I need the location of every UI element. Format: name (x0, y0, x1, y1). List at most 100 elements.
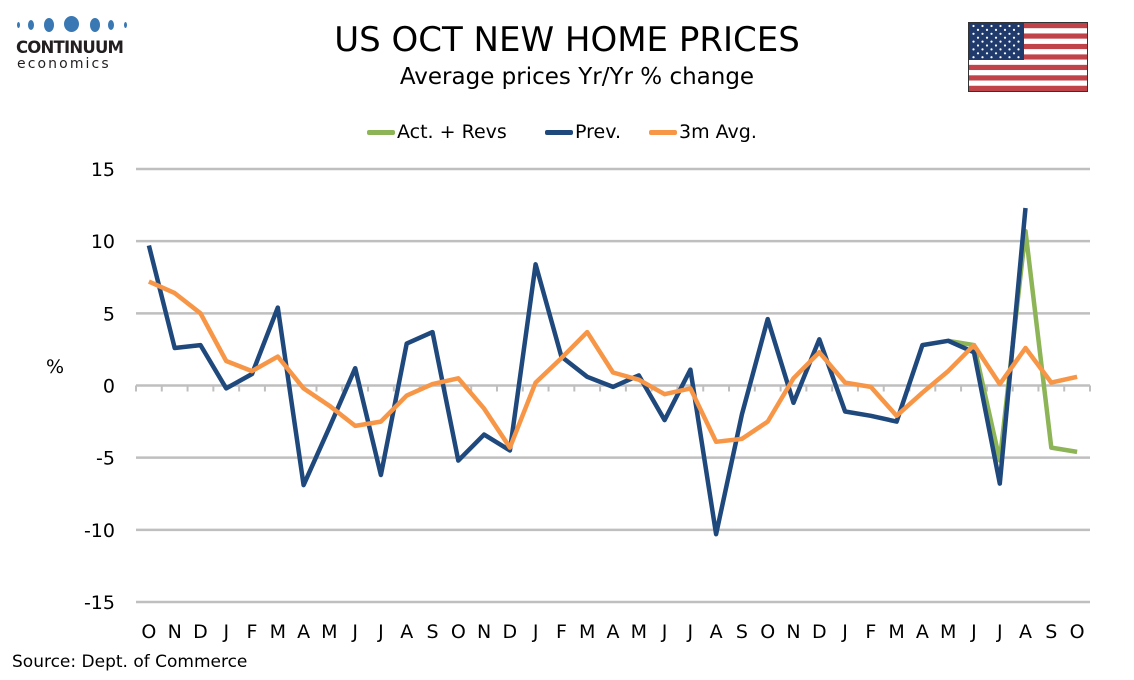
series-line-3m-avg (147, 279, 1078, 450)
legend-item-3m-avg: 3m Avg. (649, 118, 757, 146)
flag-star (990, 32, 993, 35)
legend-swatch-3m-avg (649, 129, 677, 135)
flag-star (972, 48, 975, 51)
flag-star (990, 40, 993, 43)
flag-star (1012, 36, 1016, 39)
flag-star (976, 52, 980, 55)
x-tick-label: J (687, 621, 694, 643)
x-tick-label: N (168, 621, 182, 643)
flag-star (999, 48, 1002, 51)
flag-star (1008, 48, 1011, 51)
flag-star (981, 56, 984, 59)
legend-label-3m-avg: 3m Avg. (679, 121, 757, 143)
flag-star (985, 44, 989, 47)
x-tick-label: J (532, 621, 539, 643)
flag-star (1012, 44, 1016, 47)
flag-star (981, 24, 984, 28)
company-logo (14, 14, 134, 36)
x-tick-label: M (321, 621, 337, 643)
flag-star (990, 24, 993, 28)
flag-stripe (969, 85, 1087, 91)
flag-star (972, 24, 975, 28)
x-tick-label: D (193, 621, 208, 643)
source-note: Source: Dept. of Commerce (12, 652, 248, 672)
flag-star (990, 48, 993, 51)
y-tick-label: 15 (91, 159, 115, 181)
legend-item-prev: Prev. (545, 118, 621, 146)
y-tick-label: -10 (84, 520, 115, 542)
x-tick-label: S (1045, 621, 1057, 643)
flag-star (999, 24, 1002, 28)
x-tick-label: O (141, 621, 156, 643)
flag-stripe (969, 49, 1087, 55)
x-tick-label: A (1019, 621, 1032, 643)
x-tick-label: M (631, 621, 647, 643)
flag-star (1003, 36, 1007, 39)
flag-star (1012, 52, 1016, 55)
series-line-prev (146, 207, 1028, 537)
legend-item-act-revs: Act. + Revs (367, 118, 507, 146)
x-tick-label: M (270, 621, 286, 643)
flag-star (994, 36, 998, 39)
legend-swatch-act-revs (367, 129, 395, 135)
flag-star (999, 40, 1002, 43)
flag-star (994, 52, 998, 55)
flag-star (1003, 52, 1007, 55)
chart-title: US OCT NEW HOME PRICES (334, 20, 800, 60)
flag-star (1017, 48, 1020, 51)
x-tick-label: A (916, 621, 929, 643)
flag-star (976, 44, 980, 47)
flag-star (1008, 56, 1011, 59)
logo-subwordmark: economics (17, 56, 111, 72)
flag-star (1017, 24, 1020, 28)
flag-star (1003, 28, 1007, 31)
x-tick-label: N (786, 621, 800, 643)
x-tick-label: J (970, 621, 977, 643)
y-tick-label: 10 (91, 231, 115, 253)
flag-stripe (969, 59, 1087, 66)
chart-legend: Act. + Revs Prev. 3m Avg. (0, 118, 1134, 146)
x-tick-label: A (297, 621, 310, 643)
chart-subtitle: Average prices Yr/Yr % change (399, 64, 755, 90)
x-tick-label: A (710, 621, 723, 643)
flag-star (1017, 56, 1020, 59)
x-tick-label: J (222, 621, 229, 643)
flag-star (981, 48, 984, 51)
flag-star (1017, 40, 1020, 43)
y-tick-label: 5 (103, 303, 115, 325)
y-axis-label: % (46, 356, 64, 378)
flag-star (1017, 32, 1020, 35)
flag-star (999, 32, 1002, 35)
us-flag-graphic (969, 23, 1087, 91)
flag-star (981, 40, 984, 43)
x-tick-label: S (736, 621, 748, 643)
x-tick-label: O (1070, 621, 1085, 643)
flag-star (972, 56, 975, 59)
legend-label-prev: Prev. (575, 121, 622, 143)
flag-star (1008, 32, 1011, 35)
x-tick-label: A (400, 621, 413, 643)
logo-dots-icon (14, 14, 134, 36)
x-tick-label: S (426, 621, 438, 643)
flag-star (981, 32, 984, 35)
flag-stripe (969, 43, 1087, 50)
flag-star (999, 56, 1002, 59)
flag-star (972, 40, 975, 43)
flag-star (985, 36, 989, 39)
legend-label-act-revs: Act. + Revs (397, 121, 507, 143)
flag-star (1012, 28, 1016, 31)
logo-wordmark: CONTINUUM (16, 38, 124, 57)
flag-star (1008, 40, 1011, 43)
flag-stripe (969, 80, 1087, 86)
flag-stripe (969, 38, 1087, 45)
x-tick-label: J (841, 621, 848, 643)
x-tick-label: M (579, 621, 595, 643)
flag-star (994, 44, 998, 47)
x-tick-label: J (996, 621, 1003, 643)
flag-star (985, 52, 989, 55)
x-tick-label: J (351, 621, 358, 643)
x-tick-label: F (556, 621, 567, 643)
x-tick-label: F (865, 621, 876, 643)
y-tick-label: -5 (96, 448, 115, 470)
